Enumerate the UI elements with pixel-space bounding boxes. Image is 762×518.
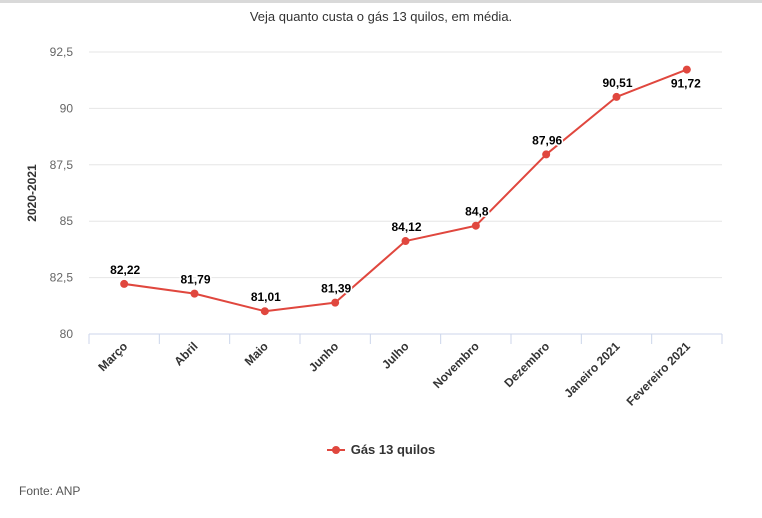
top-rule — [0, 0, 762, 3]
x-tick-label: Julho — [379, 339, 412, 372]
data-point — [331, 298, 340, 307]
y-tick-label: 80 — [60, 327, 74, 341]
x-tick-label: Fevereiro 2021 — [624, 339, 694, 409]
data-point — [612, 92, 621, 101]
x-tick-label: Março — [95, 339, 130, 374]
y-tick-label: 82,5 — [50, 271, 74, 285]
data-point — [542, 150, 551, 159]
x-tick-label: Maio — [242, 339, 271, 368]
y-tick-label: 90 — [60, 101, 74, 115]
data-point — [120, 279, 129, 288]
y-tick-label: 87,5 — [50, 158, 74, 172]
data-label: 81,39 — [321, 282, 351, 296]
data-point — [682, 65, 691, 74]
data-label: 82,22 — [110, 263, 140, 277]
data-point — [471, 221, 480, 230]
data-label: 81,79 — [180, 273, 210, 287]
data-label: 81,01 — [251, 290, 281, 304]
line-chart: 80 82,5 85 87,5 90 92,5 Março Abril Maio Junho Jul… — [25, 45, 723, 409]
y-tick-label: 92,5 — [50, 45, 74, 59]
data-point — [190, 289, 199, 298]
chart-subtitle: Veja quanto custa o gás 13 quilos, em mé… — [249, 9, 513, 24]
x-tick-label: Junho — [306, 339, 341, 374]
x-tick-label: Janeiro 2021 — [561, 339, 623, 401]
data-point — [260, 307, 269, 316]
data-label: 84,8 — [465, 205, 489, 219]
data-label: 91,72 — [671, 77, 701, 91]
data-point — [401, 237, 410, 246]
data-label: 87,96 — [532, 133, 562, 147]
x-tick-label: Abril — [171, 339, 200, 368]
x-tick-label: Novembro — [430, 339, 482, 391]
legend-marker-icon — [326, 444, 345, 456]
legend[interactable]: Gás 13 quilos — [0, 442, 762, 457]
y-tick-label: 85 — [60, 214, 74, 228]
data-label: 84,12 — [391, 220, 421, 234]
data-label: 90,51 — [602, 76, 632, 90]
x-tick-label: Dezembro — [501, 339, 552, 390]
legend-label: Gás 13 quilos — [350, 442, 436, 457]
source-note: Fonte: ANP — [19, 484, 81, 498]
y-axis-title: 2020-2021 — [25, 164, 39, 222]
